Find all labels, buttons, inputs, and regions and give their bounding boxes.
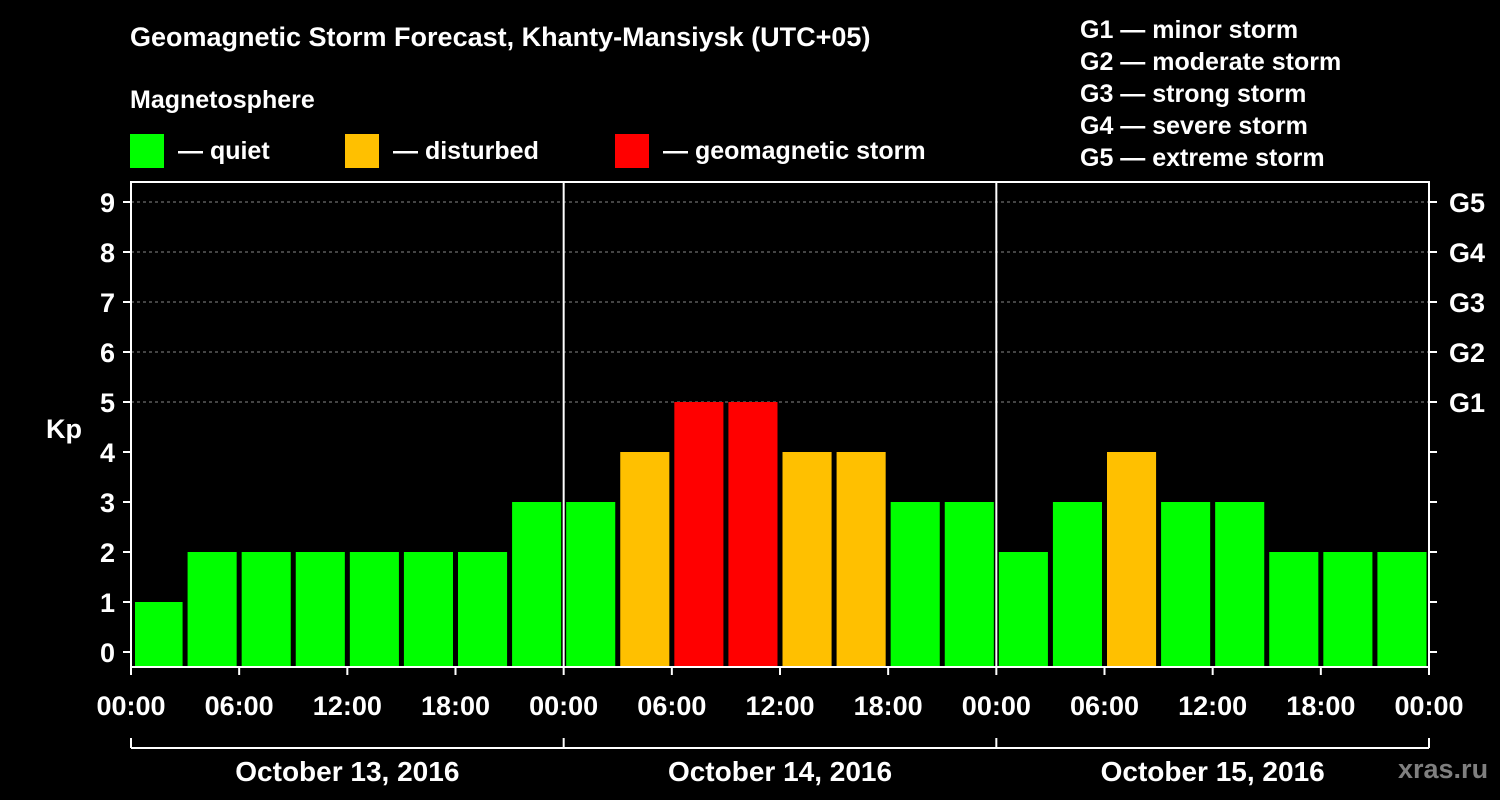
- y-tick-label: 5: [100, 388, 115, 418]
- kp-bar: [674, 402, 724, 667]
- storm-level-g2: G2 — moderate storm: [1080, 48, 1342, 76]
- y-tick-label: 7: [100, 288, 115, 318]
- y-tick-label: 9: [100, 188, 115, 218]
- right-tick-label-g5: G5: [1449, 188, 1485, 218]
- y-tick-label: 6: [100, 338, 115, 368]
- legend-item-storm: — geomagnetic storm: [615, 134, 926, 168]
- x-tick-label: 00:00: [1394, 691, 1463, 721]
- storm-level-g3: G3 — strong storm: [1080, 80, 1307, 108]
- y-tick-label: 4: [100, 438, 115, 468]
- legend-label-disturbed: — disturbed: [393, 136, 539, 165]
- kp-bar: [1215, 502, 1265, 667]
- kp-bar: [295, 552, 345, 667]
- x-tick-label: 00:00: [529, 691, 598, 721]
- x-tick-label: 06:00: [205, 691, 274, 721]
- storm-level-g5: G5 — extreme storm: [1080, 144, 1325, 172]
- y-tick-label: 1: [100, 588, 115, 618]
- chart-title: Geomagnetic Storm Forecast, Khanty-Mansi…: [130, 22, 871, 52]
- legend-label-storm: — geomagnetic storm: [663, 136, 926, 165]
- kp-bar: [1161, 502, 1211, 667]
- legend-swatch-disturbed: [345, 134, 379, 168]
- x-tick-label: 18:00: [421, 691, 490, 721]
- legend-swatch-storm: [615, 134, 649, 168]
- x-tick-label: 12:00: [313, 691, 382, 721]
- kp-bar: [1107, 452, 1157, 667]
- legend-label-quiet: — quiet: [178, 136, 270, 165]
- kp-bar: [135, 602, 183, 667]
- kp-bar: [1052, 502, 1102, 667]
- kp-bar: [728, 402, 778, 667]
- y-tick-label: 0: [100, 638, 115, 668]
- legend-swatch-quiet: [130, 134, 164, 168]
- x-tick-label: 00:00: [962, 691, 1031, 721]
- x-tick-label: 12:00: [745, 691, 814, 721]
- kp-bar: [890, 502, 940, 667]
- kp-bar: [187, 552, 237, 667]
- y-tick-label: 3: [100, 488, 115, 518]
- kp-bar: [566, 502, 616, 667]
- kp-bar: [458, 552, 508, 667]
- x-tick-label: 00:00: [96, 691, 165, 721]
- kp-bar: [836, 452, 886, 667]
- day-label: October 15, 2016: [1101, 756, 1325, 787]
- kp-bar: [944, 502, 994, 667]
- kp-bar: [1323, 552, 1373, 667]
- legend-item-quiet: — quiet: [130, 134, 270, 168]
- legend-item-disturbed: — disturbed: [345, 134, 539, 168]
- kp-bar: [620, 452, 670, 667]
- kp-bar: [998, 552, 1048, 667]
- day-label: October 14, 2016: [668, 756, 892, 787]
- right-tick-label-g1: G1: [1449, 388, 1485, 418]
- right-tick-label-g2: G2: [1449, 338, 1485, 368]
- kp-bar: [241, 552, 291, 667]
- y-axis-label: Kp: [46, 414, 82, 444]
- kp-bar: [1377, 552, 1427, 667]
- x-tick-label: 06:00: [1070, 691, 1139, 721]
- legend-heading: Magnetosphere: [130, 86, 315, 114]
- storm-level-g1: G1 — minor storm: [1080, 16, 1299, 44]
- right-tick-label-g3: G3: [1449, 288, 1485, 318]
- x-tick-label: 12:00: [1178, 691, 1247, 721]
- x-tick-label: 18:00: [854, 691, 923, 721]
- y-tick-label: 2: [100, 538, 115, 568]
- kp-bar: [403, 552, 453, 667]
- kp-bar: [1269, 552, 1319, 667]
- brand-watermark: xras.ru: [1398, 754, 1489, 784]
- kp-bar: [512, 502, 562, 667]
- kp-bar: [349, 552, 399, 667]
- x-tick-label: 18:00: [1286, 691, 1355, 721]
- kp-bar: [782, 452, 832, 667]
- right-tick-label-g4: G4: [1449, 238, 1485, 268]
- day-label: October 13, 2016: [235, 756, 459, 787]
- storm-level-list: G1 — minor storm G2 — moderate storm G3 …: [1080, 14, 1341, 174]
- y-tick-label: 8: [100, 238, 115, 268]
- storm-level-g4: G4 — severe storm: [1080, 112, 1308, 140]
- x-tick-label: 06:00: [637, 691, 706, 721]
